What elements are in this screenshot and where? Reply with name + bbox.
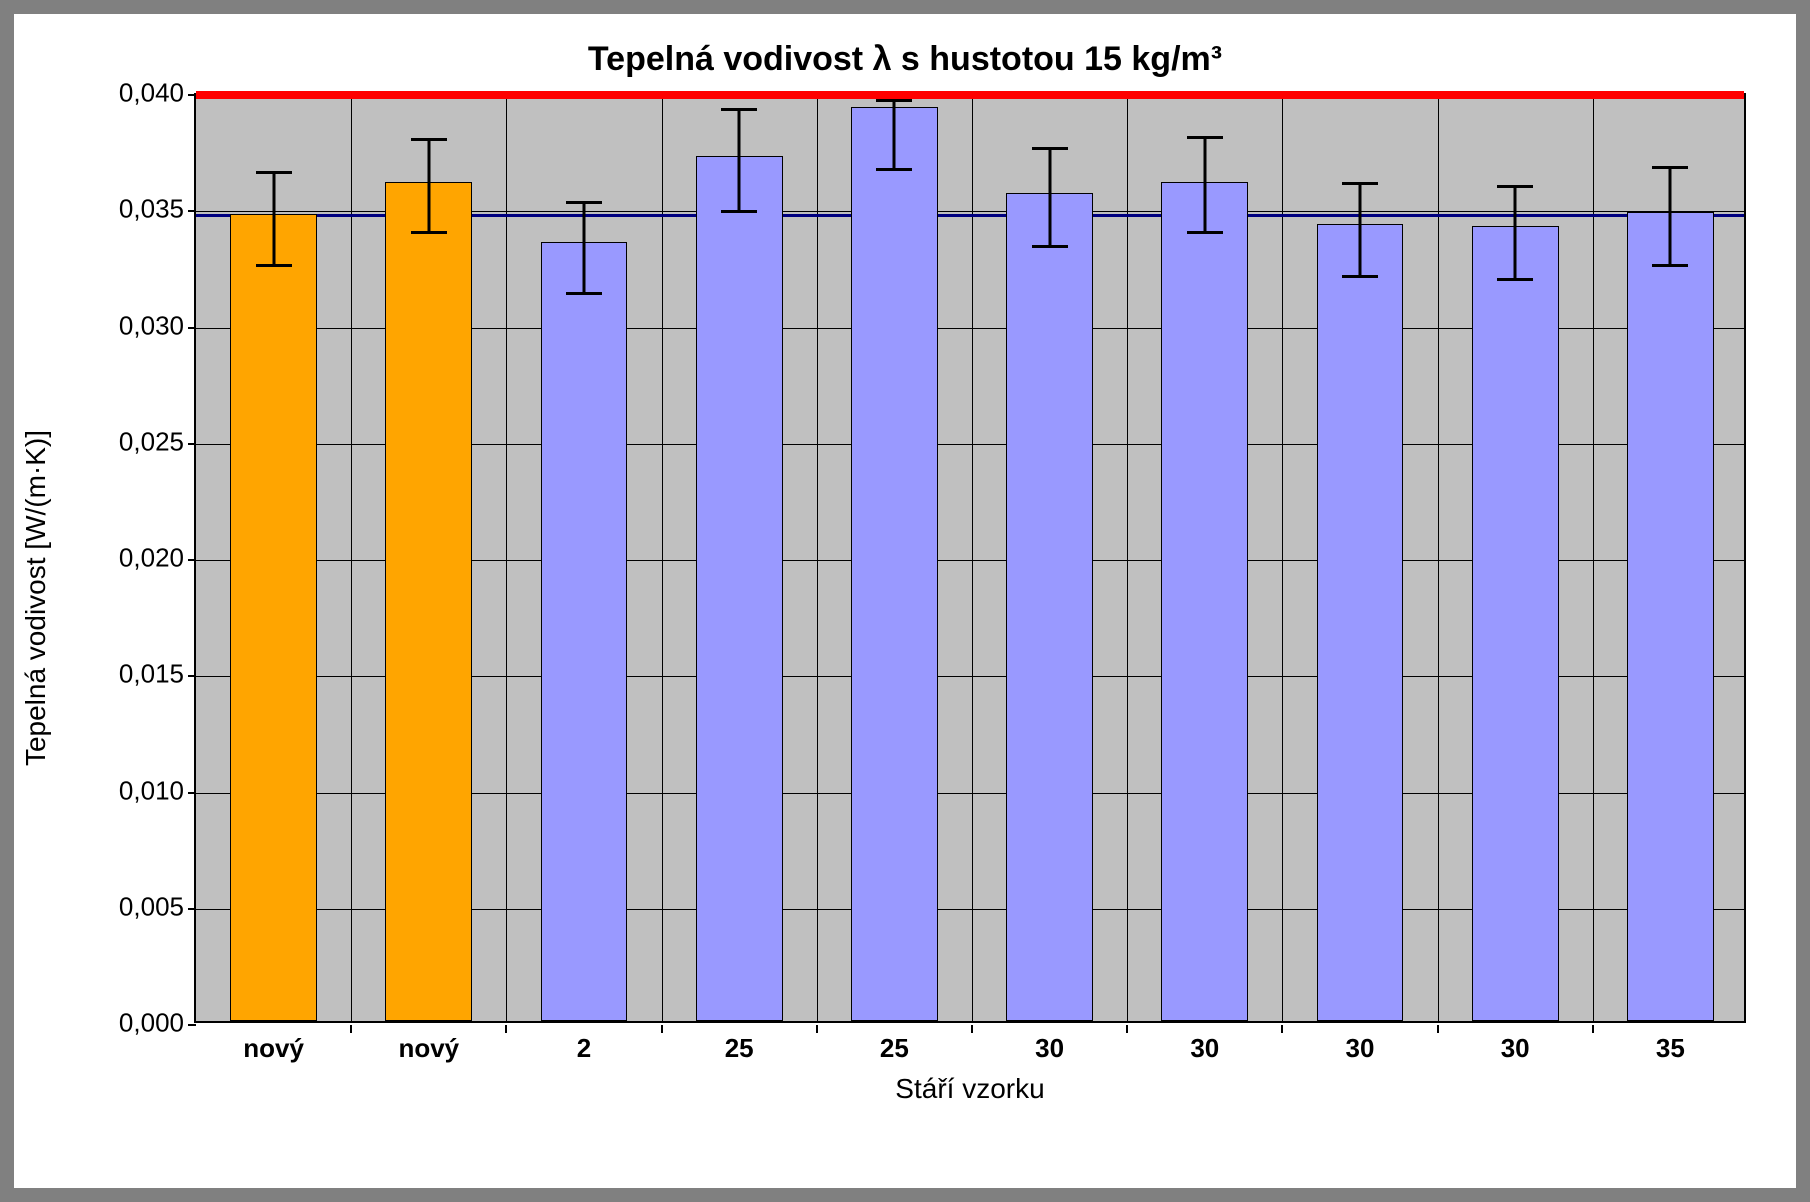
error-cap (1187, 136, 1223, 139)
y-tick-mark (188, 559, 196, 561)
y-tick-mark (188, 675, 196, 677)
reference-line-top (196, 91, 1744, 99)
error-cap (1497, 185, 1533, 188)
bar (1472, 226, 1559, 1021)
gridline-v (506, 95, 507, 1021)
x-tick-mark (971, 1025, 973, 1033)
error-bar (583, 202, 586, 293)
y-tick-label: 0,000 (84, 1008, 184, 1039)
gridline-v (1127, 95, 1128, 1021)
y-axis-label: Tepelná vodivost [W/(m·K)] (20, 430, 52, 766)
error-bar (1669, 167, 1672, 265)
error-cap (1342, 275, 1378, 278)
plot-wrapper: Tepelná vodivost [W/(m·K)] 0,0000,0050,0… (54, 93, 1756, 1103)
error-cap (1187, 231, 1223, 234)
x-tick-label: nový (243, 1033, 304, 1064)
error-bar (1514, 186, 1517, 279)
bar (1317, 224, 1404, 1021)
gridline-v (972, 95, 973, 1021)
chart-frame: Tepelná vodivost λ s hustotou 15 kg/m³ T… (0, 0, 1810, 1202)
error-bar (1203, 137, 1206, 232)
error-bar (738, 109, 741, 211)
error-cap (256, 264, 292, 267)
x-tick-label: nový (398, 1033, 459, 1064)
y-tick-mark (188, 443, 196, 445)
error-bar (893, 100, 896, 170)
x-tick-mark (816, 1025, 818, 1033)
y-tick-label: 0,015 (84, 659, 184, 690)
error-cap (1342, 182, 1378, 185)
error-cap (1652, 264, 1688, 267)
gridline-v (662, 95, 663, 1021)
bar (851, 107, 938, 1021)
y-tick-labels: 0,0000,0050,0100,0150,0200,0250,0300,035… (84, 93, 184, 1023)
error-cap (1497, 278, 1533, 281)
y-tick-label: 0,005 (84, 891, 184, 922)
error-cap (411, 231, 447, 234)
x-tick-mark (350, 1025, 352, 1033)
x-tick-mark (1281, 1025, 1283, 1033)
x-tick-mark (505, 1025, 507, 1033)
y-tick-mark (188, 792, 196, 794)
error-cap (721, 210, 757, 213)
error-cap (1032, 147, 1068, 150)
x-tick-mark (1437, 1025, 1439, 1033)
gridline-v (1282, 95, 1283, 1021)
x-tick-label: 35 (1656, 1033, 1685, 1064)
y-tick-mark (188, 908, 196, 910)
x-tick-label: 30 (1346, 1033, 1375, 1064)
y-tick-label: 0,010 (84, 775, 184, 806)
x-tick-mark (661, 1025, 663, 1033)
x-tick-label: 30 (1501, 1033, 1530, 1064)
error-cap (411, 138, 447, 141)
gridline-v (1438, 95, 1439, 1021)
bar (1006, 193, 1093, 1021)
error-cap (876, 168, 912, 171)
plot-area: Stáří vzorku novýnový225253030303035 (194, 93, 1746, 1023)
error-cap (256, 171, 292, 174)
x-tick-label: 30 (1035, 1033, 1064, 1064)
bar (541, 242, 628, 1021)
error-bar (1048, 148, 1051, 246)
x-tick-mark (1126, 1025, 1128, 1033)
gridline-v (351, 95, 352, 1021)
chart-container: Tepelná vodivost λ s hustotou 15 kg/m³ T… (54, 34, 1756, 1148)
y-tick-label: 0,030 (84, 310, 184, 341)
bar (1627, 212, 1714, 1021)
gridline-v (1593, 95, 1594, 1021)
x-tick-label: 2 (577, 1033, 591, 1064)
x-tick-label: 30 (1190, 1033, 1219, 1064)
chart-title: Tepelná vodivost λ s hustotou 15 kg/m³ (54, 40, 1756, 79)
bar (696, 156, 783, 1021)
error-cap (721, 108, 757, 111)
bar (1161, 182, 1248, 1021)
error-cap (566, 292, 602, 295)
gridline-v (817, 95, 818, 1021)
y-tick-mark (188, 210, 196, 212)
x-axis-label: Stáří vzorku (895, 1073, 1044, 1105)
y-tick-label: 0,020 (84, 543, 184, 574)
x-tick-label: 25 (725, 1033, 754, 1064)
y-tick-mark (188, 1024, 196, 1026)
bar (385, 182, 472, 1021)
x-tick-mark (1592, 1025, 1594, 1033)
x-tick-label: 25 (880, 1033, 909, 1064)
error-bar (427, 139, 430, 232)
error-bar (1359, 183, 1362, 276)
error-cap (566, 201, 602, 204)
y-tick-mark (188, 327, 196, 329)
y-tick-label: 0,040 (84, 78, 184, 109)
error-cap (1032, 245, 1068, 248)
bar (230, 214, 317, 1021)
y-tick-label: 0,025 (84, 426, 184, 457)
error-bar (272, 172, 275, 265)
y-tick-label: 0,035 (84, 194, 184, 225)
error-cap (1652, 166, 1688, 169)
y-tick-mark (188, 94, 196, 96)
error-cap (876, 99, 912, 102)
